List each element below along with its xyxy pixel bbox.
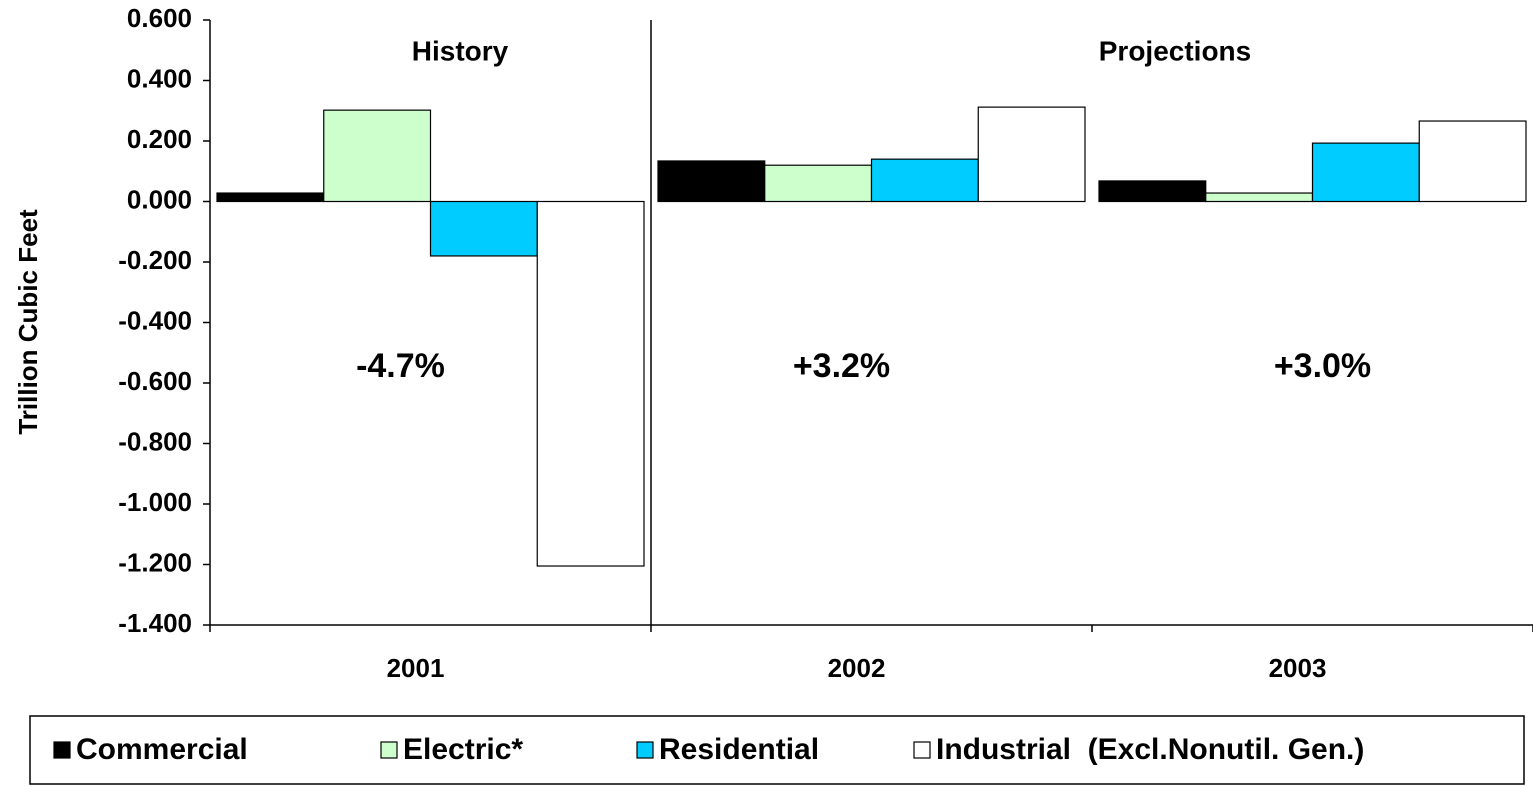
- legend-label: Industrial (Excl.Nonutil. Gen.): [936, 733, 1364, 766]
- x-tick-label: 2003: [1269, 653, 1327, 683]
- bar: [977, 106, 1086, 203]
- bar: [216, 192, 325, 203]
- legend-swatch: [913, 741, 931, 759]
- bar: [323, 109, 432, 203]
- y-tick-label: -1.000: [118, 487, 192, 517]
- legend-box: [29, 715, 1525, 785]
- legend-swatch: [380, 741, 398, 759]
- bar: [657, 160, 766, 203]
- bar: [764, 164, 873, 203]
- bar: [870, 158, 979, 203]
- bar: [536, 200, 645, 567]
- y-tick-label: -1.200: [118, 547, 192, 577]
- bar: [429, 200, 538, 257]
- legend-swatch: [636, 741, 654, 759]
- x-tick-label: 2001: [387, 653, 445, 683]
- y-tick-label: 0.400: [127, 63, 192, 93]
- y-axis-label: Trillion Cubic Feet: [13, 209, 43, 435]
- section-label: History: [412, 35, 509, 66]
- annotation: +3.2%: [793, 347, 890, 385]
- annotation: +3.0%: [1274, 347, 1371, 385]
- x-tick-label: 2002: [828, 653, 886, 683]
- y-tick-label: 0.600: [127, 3, 192, 33]
- legend-swatch: [53, 741, 71, 759]
- y-tick-label: -0.800: [118, 426, 192, 456]
- y-tick-label: -0.200: [118, 245, 192, 275]
- bar: [1098, 180, 1207, 203]
- bar: [1418, 120, 1527, 203]
- y-tick-label: 0.200: [127, 124, 192, 154]
- legend-label: Commercial: [76, 733, 248, 766]
- y-tick-label: -0.600: [118, 366, 192, 396]
- legend-label: Electric*: [403, 733, 523, 766]
- annotation: -4.7%: [356, 347, 445, 385]
- legend-label: Residential: [659, 733, 819, 766]
- bar: [1205, 192, 1314, 203]
- y-tick-label: -1.400: [118, 608, 192, 638]
- section-label: Projections: [1099, 35, 1251, 66]
- y-tick-label: -0.400: [118, 305, 192, 335]
- y-tick-label: 0.000: [127, 184, 192, 214]
- bar: [1311, 142, 1420, 203]
